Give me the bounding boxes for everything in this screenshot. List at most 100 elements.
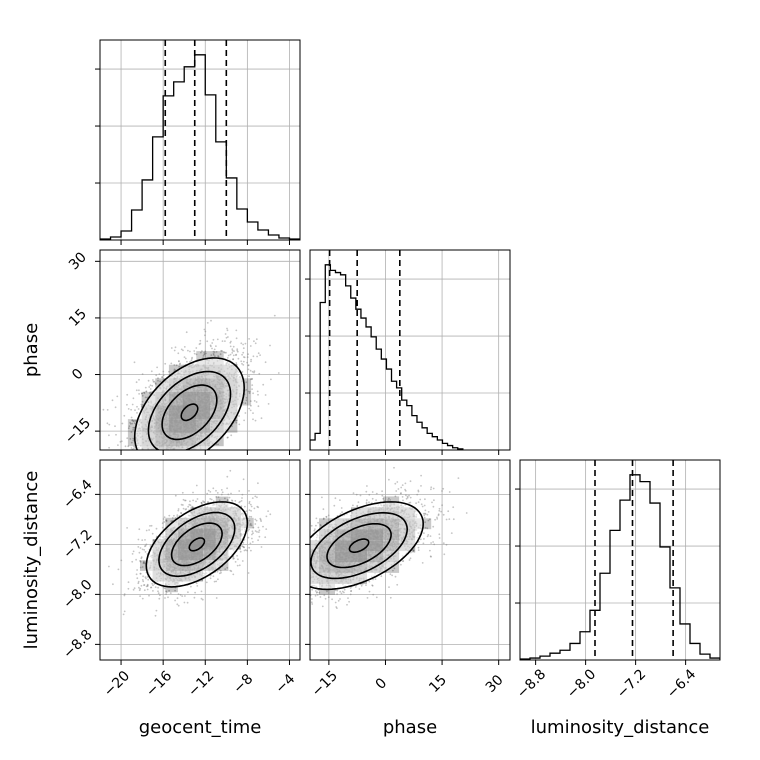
- sample-point: [185, 451, 187, 453]
- sample-point: [159, 594, 161, 597]
- sample-point: [144, 386, 147, 389]
- sample-point: [163, 587, 166, 590]
- sample-point: [127, 445, 130, 448]
- sample-point: [95, 579, 97, 581]
- sample-point: [226, 487, 229, 490]
- sample-point: [257, 539, 259, 542]
- sample-point: [264, 361, 267, 364]
- sample-point: [233, 557, 235, 560]
- sample-point: [136, 577, 139, 580]
- sample-point: [141, 392, 143, 395]
- sample-point: [246, 356, 249, 358]
- sample-point: [194, 591, 197, 594]
- sample-point: [250, 515, 253, 518]
- sample-point: [132, 550, 135, 553]
- density-cell: [155, 460, 169, 474]
- sample-point: [177, 452, 179, 454]
- sample-point: [250, 358, 253, 361]
- sample-point: [242, 360, 245, 363]
- sample-point: [132, 420, 135, 422]
- sample-point: [164, 463, 166, 465]
- sample-point: [132, 439, 135, 442]
- sample-point: [127, 408, 130, 410]
- sample-point: [183, 346, 186, 348]
- sample-point: [210, 345, 212, 348]
- sample-point: [241, 545, 244, 548]
- sample-point: [258, 372, 261, 375]
- sample-point: [144, 551, 147, 553]
- sample-point: [182, 498, 185, 501]
- sample-point: [230, 340, 232, 343]
- sample-point: [141, 597, 144, 600]
- sample-point: [219, 353, 222, 356]
- sample-point: [259, 517, 262, 520]
- sample-point: [137, 582, 140, 585]
- sample-point: [142, 461, 144, 463]
- sample-point: [242, 343, 245, 346]
- sample-point: [155, 374, 158, 377]
- sample-point: [162, 374, 165, 377]
- sample-point: [152, 590, 154, 592]
- sample-point: [167, 456, 169, 458]
- sample-point: [157, 590, 159, 593]
- sample-point: [132, 437, 135, 440]
- sample-point: [169, 466, 171, 468]
- sample-point: [133, 457, 135, 459]
- histogram-panel-geocent_time: [100, 40, 300, 240]
- sample-point: [212, 354, 215, 356]
- sample-point: [189, 454, 191, 456]
- sample-point: [200, 501, 203, 504]
- sample-point: [213, 348, 216, 351]
- sample-point: [254, 495, 257, 498]
- sample-point: [232, 573, 235, 576]
- sample-point: [155, 452, 157, 454]
- sample-point: [173, 349, 176, 352]
- sample-point: [158, 597, 161, 600]
- sample-point: [133, 445, 136, 448]
- sample-point: [112, 477, 114, 479]
- sample-point: [156, 366, 159, 369]
- sample-point: [168, 464, 170, 466]
- sample-point: [143, 584, 146, 586]
- sample-point: [117, 568, 120, 571]
- sample-point: [248, 392, 251, 395]
- sample-point: [192, 454, 194, 456]
- sample-point: [132, 428, 135, 431]
- sample-point: [174, 346, 177, 349]
- sample-point: [142, 580, 145, 583]
- sample-point: [177, 604, 180, 607]
- sample-point: [232, 354, 235, 357]
- sample-point: [139, 547, 142, 549]
- sample-point: [158, 464, 160, 466]
- sample-point: [248, 546, 251, 549]
- sample-point: [252, 355, 255, 358]
- sample-point: [155, 527, 158, 530]
- scatter-panel-geocent_time-luminosity_distance: [95, 460, 300, 660]
- sample-point: [181, 460, 183, 462]
- sample-point: [108, 565, 110, 568]
- sample-point: [269, 344, 271, 347]
- sample-point: [196, 585, 199, 587]
- density-cell: [169, 460, 183, 474]
- sample-point: [255, 401, 258, 403]
- sample-point: [248, 390, 251, 393]
- sample-point: [165, 519, 168, 522]
- sample-point: [200, 351, 202, 354]
- sample-point: [106, 422, 109, 425]
- sample-point: [230, 434, 233, 437]
- sample-point: [129, 423, 132, 425]
- sample-point: [229, 341, 232, 344]
- sample-point: [253, 371, 255, 374]
- sample-point: [192, 506, 194, 509]
- sample-point: [152, 380, 155, 383]
- sample-point: [248, 515, 251, 518]
- sample-point: [154, 614, 157, 617]
- sample-point: [149, 391, 152, 394]
- sample-point: [165, 520, 168, 523]
- sample-point: [133, 361, 136, 364]
- sample-point: [202, 451, 204, 453]
- sample-point: [209, 498, 212, 500]
- sample-point: [247, 364, 250, 366]
- sample-point: [141, 394, 144, 397]
- sample-point: [137, 408, 140, 410]
